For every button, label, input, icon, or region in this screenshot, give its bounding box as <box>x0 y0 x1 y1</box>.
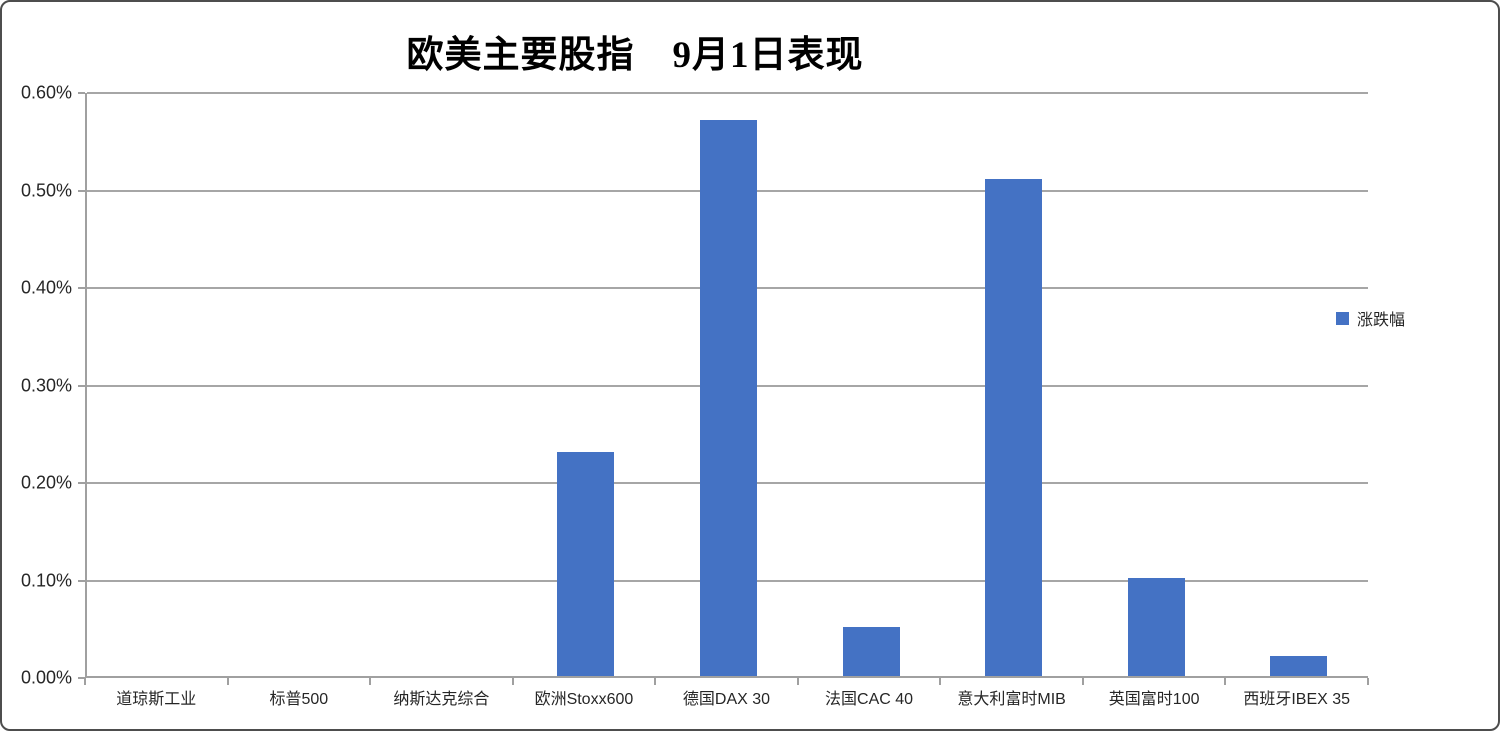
x-axis-tick <box>1082 678 1084 685</box>
y-axis-label: 0.20% <box>20 472 72 493</box>
y-axis-tick <box>78 482 85 484</box>
x-axis-label: 欧洲Stoxx600 <box>534 691 634 708</box>
y-axis-tick <box>78 384 85 387</box>
x-axis-label: 纳斯达克综合 <box>393 691 490 708</box>
y-axis-tick <box>78 92 85 94</box>
y-axis-label: 0.10% <box>20 570 72 590</box>
y-axis-tick <box>78 287 85 289</box>
legend-label: 涨跌幅 <box>1357 312 1406 329</box>
x-axis-tick <box>797 678 799 685</box>
bar-5 <box>700 120 757 676</box>
y-axis-tick <box>78 677 85 679</box>
x-axis-label: 意大利富时MIB <box>957 691 1066 708</box>
y-axis-tick <box>78 189 85 192</box>
x-axis-label: 道琼斯工业 <box>116 691 197 708</box>
y-axis-label: 0.00% <box>20 667 72 688</box>
x-axis-label: 德国DAX 30 <box>682 691 771 708</box>
x-axis-tick <box>1224 678 1226 685</box>
x-axis-tick <box>939 678 941 685</box>
x-axis-label: 西班牙IBEX 35 <box>1243 691 1351 708</box>
bar-4 <box>557 452 615 676</box>
gridline <box>87 92 1368 94</box>
y-axis-label: 0.40% <box>20 277 72 298</box>
legend: 涨跌幅 <box>1336 306 1405 330</box>
bar-7 <box>985 179 1043 676</box>
x-axis-tick <box>1367 678 1369 685</box>
x-axis-tick <box>512 678 514 685</box>
x-axis-label: 法国CAC 40 <box>825 691 914 708</box>
legend-swatch-icon <box>1336 311 1349 325</box>
bar-8 <box>1127 578 1185 676</box>
y-axis-label: 0.30% <box>20 375 72 395</box>
x-axis-tick <box>654 678 656 685</box>
y-axis-tick <box>78 579 85 582</box>
y-axis-label: 0.50% <box>20 180 72 200</box>
x-axis-tick <box>227 678 229 685</box>
bar-9 <box>1270 656 1328 676</box>
x-axis-tick <box>369 678 371 685</box>
x-axis-label: 标普500 <box>269 691 329 708</box>
x-axis-tick <box>84 678 86 685</box>
y-axis-label: 0.60% <box>20 82 72 103</box>
plot-area <box>85 92 1368 678</box>
chart-title: 欧美主要股指 9月1日表现 <box>406 35 864 76</box>
bar-6 <box>842 627 900 676</box>
x-axis-label: 英国富时100 <box>1108 691 1200 708</box>
